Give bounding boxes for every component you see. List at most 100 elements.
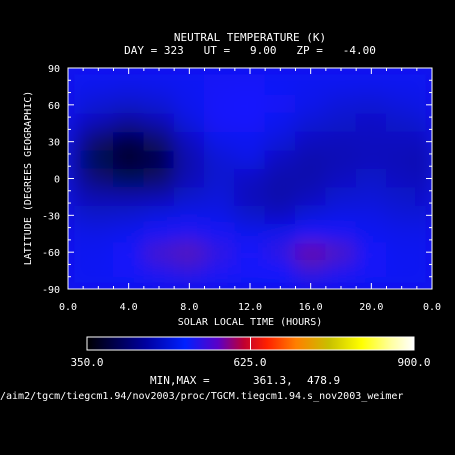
heatmap-cell bbox=[143, 242, 175, 262]
y-axis: 90 60 30 0 -30 -60 -90 bbox=[42, 64, 432, 296]
heatmap-cell bbox=[204, 68, 236, 78]
temperature-field bbox=[68, 68, 432, 289]
heatmap-cell bbox=[143, 187, 175, 207]
y-tick-label: -90 bbox=[42, 285, 60, 296]
heatmap-cell bbox=[143, 131, 175, 152]
heatmap-cell bbox=[82, 242, 114, 262]
heatmap-cell bbox=[204, 131, 236, 152]
heatmap-cell bbox=[143, 76, 175, 97]
heatmap-cell bbox=[295, 168, 327, 189]
heatmap-cell bbox=[416, 224, 432, 244]
heatmap-cell bbox=[68, 187, 84, 207]
heatmap-cell bbox=[82, 113, 114, 133]
heatmap-cell bbox=[82, 168, 114, 189]
heatmap-cell bbox=[386, 279, 418, 289]
heatmap-cell bbox=[386, 260, 418, 281]
heatmap-cell bbox=[234, 187, 266, 207]
heatmap-cell bbox=[264, 168, 296, 189]
heatmap-cell bbox=[325, 68, 357, 78]
heatmap-cell bbox=[68, 76, 84, 97]
x-axis: 0.0 4.0 8.0 12.0 16.0 20.0 0.0 bbox=[59, 68, 441, 313]
heatmap-cell bbox=[416, 205, 432, 226]
heatmap-cell bbox=[295, 242, 327, 262]
y-tick-label: -30 bbox=[42, 211, 60, 222]
heatmap-cell bbox=[143, 168, 175, 189]
heatmap-cell bbox=[416, 68, 432, 78]
heatmap-cell bbox=[113, 242, 145, 262]
heatmap-cell bbox=[204, 76, 236, 97]
heatmap-cell bbox=[143, 224, 175, 244]
heatmap-cell bbox=[355, 95, 387, 115]
y-tick-label: 90 bbox=[48, 64, 60, 75]
heatmap-cell bbox=[386, 168, 418, 189]
heatmap-cell bbox=[325, 113, 357, 133]
heatmap-cell bbox=[82, 279, 114, 289]
heatmap-cell bbox=[355, 113, 387, 133]
heatmap-cell bbox=[234, 150, 266, 170]
min-value: 361.3, bbox=[253, 374, 293, 387]
heatmap-cell bbox=[264, 131, 296, 152]
heatmap-cell bbox=[416, 168, 432, 189]
heatmap-cell bbox=[325, 260, 357, 281]
x-tick-label: 8.0 bbox=[180, 302, 198, 313]
heatmap-cell bbox=[173, 187, 205, 207]
max-value: 478.9 bbox=[307, 374, 340, 387]
heatmap-cell bbox=[173, 95, 205, 115]
heatmap-cell bbox=[386, 150, 418, 170]
heatmap-cell bbox=[355, 260, 387, 281]
heatmap-cell bbox=[264, 242, 296, 262]
heatmap-cell bbox=[264, 187, 296, 207]
heatmap-cell bbox=[416, 131, 432, 152]
heatmap-cell bbox=[204, 95, 236, 115]
heatmap-cell bbox=[325, 242, 357, 262]
heatmap-cell bbox=[204, 260, 236, 281]
heatmap-cell bbox=[386, 205, 418, 226]
heatmap-cell bbox=[204, 224, 236, 244]
heatmap-cell bbox=[295, 150, 327, 170]
heatmap-cell bbox=[264, 150, 296, 170]
heatmap-cell bbox=[68, 279, 84, 289]
colorbar-min-label: 350.0 bbox=[70, 356, 103, 369]
heatmap-cell bbox=[173, 113, 205, 133]
heatmap-cell bbox=[295, 95, 327, 115]
heatmap-cell bbox=[173, 242, 205, 262]
heatmap-cell bbox=[234, 242, 266, 262]
heatmap-cell bbox=[386, 113, 418, 133]
heatmap-cell bbox=[82, 260, 114, 281]
heatmap-cell bbox=[234, 113, 266, 133]
heatmap-cell bbox=[295, 76, 327, 97]
heatmap-cell bbox=[386, 95, 418, 115]
heatmap-cell bbox=[82, 68, 114, 78]
heatmap-cell bbox=[264, 95, 296, 115]
heatmap-cell bbox=[204, 168, 236, 189]
heatmap-cell bbox=[386, 242, 418, 262]
heatmap-cell bbox=[386, 76, 418, 97]
heatmap-cell bbox=[355, 150, 387, 170]
heatmap-cell bbox=[204, 279, 236, 289]
heatmap-cell bbox=[82, 224, 114, 244]
y-tick-label: -60 bbox=[42, 248, 60, 259]
heatmap-cell bbox=[355, 187, 387, 207]
heatmap-cell bbox=[82, 95, 114, 115]
y-tick-label: 60 bbox=[48, 101, 60, 112]
heatmap-cell bbox=[173, 260, 205, 281]
heatmap-cell bbox=[264, 205, 296, 226]
heatmap-cell bbox=[325, 168, 357, 189]
heatmap-cell bbox=[82, 205, 114, 226]
heatmap-cell bbox=[325, 95, 357, 115]
x-axis-label: SOLAR LOCAL TIME (HOURS) bbox=[178, 317, 323, 328]
heatmap-cell bbox=[68, 168, 84, 189]
heatmap-cell bbox=[113, 113, 145, 133]
heatmap-cell bbox=[355, 76, 387, 97]
heatmap-cell bbox=[386, 187, 418, 207]
y-tick-label: 0 bbox=[54, 175, 60, 186]
x-tick-label: 4.0 bbox=[120, 302, 138, 313]
heatmap-cell bbox=[234, 205, 266, 226]
heatmap-cell bbox=[264, 68, 296, 78]
chart-subtitle: DAY = 323 UT = 9.00 ZP = -4.00 bbox=[124, 44, 376, 57]
heatmap-cell bbox=[416, 260, 432, 281]
heatmap-cell bbox=[143, 95, 175, 115]
file-path: /aim2/tgcm/tiegcm1.94/nov2003/proc/TGCM.… bbox=[0, 391, 404, 402]
heatmap-cell bbox=[416, 150, 432, 170]
heatmap-cell bbox=[416, 95, 432, 115]
